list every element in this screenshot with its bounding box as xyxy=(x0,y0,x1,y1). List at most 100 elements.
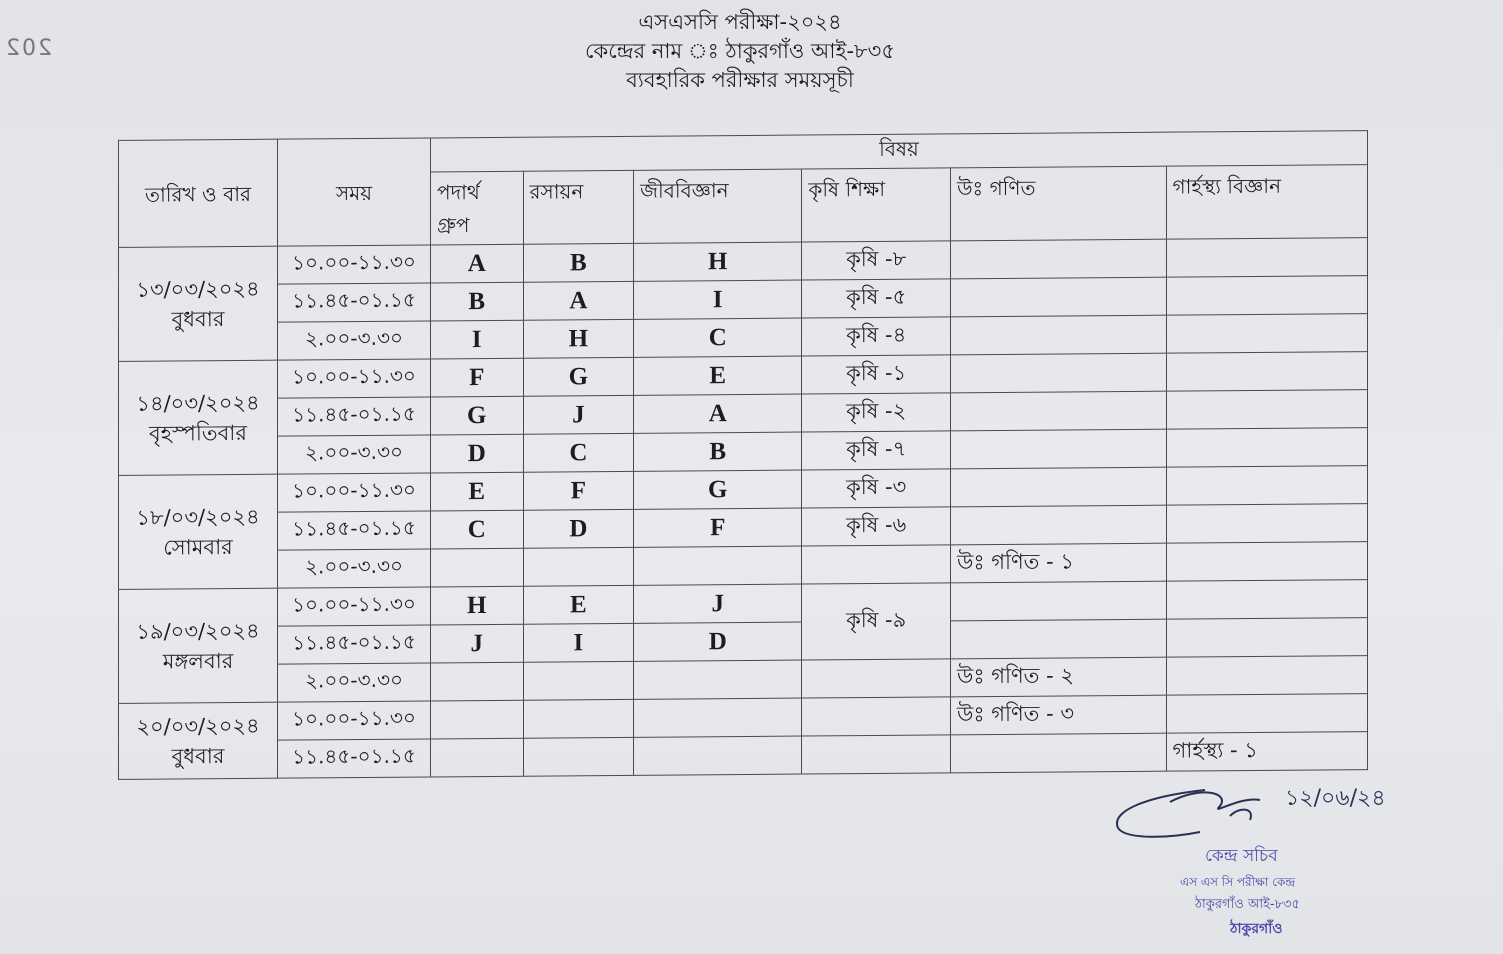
subject-name: গার্হস্থ্য বিজ্ঞান xyxy=(1172,173,1282,199)
subject-cell: B xyxy=(430,282,524,321)
subject-cell xyxy=(430,662,524,701)
subject-name: জীববিজ্ঞান xyxy=(640,178,729,203)
subject-cell xyxy=(633,546,802,586)
bleed-through-text: 202 xyxy=(4,36,52,61)
subject-cell: G xyxy=(633,470,802,510)
subject-cell: J xyxy=(523,395,634,435)
time-cell: ১১.৪৫-০১.১৫ xyxy=(277,396,431,437)
subject-cell xyxy=(801,544,951,585)
subject-cell xyxy=(801,734,951,775)
subject-cell: A xyxy=(633,394,802,434)
header-subject-4: উঃ গণিত xyxy=(950,166,1166,241)
subject-cell: D xyxy=(633,622,802,662)
subject-cell: B xyxy=(523,243,634,283)
center-name: কেন্দ্রের নাম ঃ ঠাকুরগাঁও আই-৮৩৫ xyxy=(585,39,895,63)
subject-cell: J xyxy=(430,624,524,663)
subject-cell: E xyxy=(430,472,524,511)
time-cell: ১০.০০-১১.৩০ xyxy=(277,244,431,285)
subject-cell: কৃষি -২ xyxy=(801,392,951,433)
subject-cell xyxy=(1166,313,1368,354)
subject-name: পদার্থ xyxy=(437,180,480,205)
header-date-day: তারিখ ও বার xyxy=(118,139,278,248)
time-cell: ২.০০-৩.৩০ xyxy=(277,662,431,703)
subject-cell xyxy=(801,658,951,699)
subject-cell xyxy=(633,660,802,700)
subject-cell: কৃষি -৪ xyxy=(801,316,951,357)
header-subject-5: গার্হস্থ্য বিজ্ঞান xyxy=(1166,164,1368,240)
date-day-cell: ২০/০৩/২০২৪ বুধবার xyxy=(118,702,278,780)
subject-cell xyxy=(1166,655,1368,696)
subject-cell: A xyxy=(523,281,634,321)
subject-cell: উঃ গণিত - ১ xyxy=(950,543,1166,583)
weekday: মঙ্গলবার xyxy=(162,648,234,674)
time-cell: ১১.৪৫-০১.১৫ xyxy=(277,624,431,665)
date-day-cell: ১৯/০৩/২০২৪ মঙ্গলবার xyxy=(118,588,278,704)
subject-cell xyxy=(801,696,951,737)
subject-cell: কৃষি -৯ xyxy=(801,582,951,661)
subject-cell: F xyxy=(430,358,524,397)
weekday: বুধবার xyxy=(171,306,225,331)
subject-cell: কৃষি -৫ xyxy=(801,278,951,319)
header-subject-2: জীববিজ্ঞান xyxy=(633,169,802,244)
signature-stamp: ১২/০৬/২৪ কেন্দ্র সচিব এস এস সি পরীক্ষা ক… xyxy=(1110,782,1386,954)
subject-cell: I xyxy=(523,623,634,663)
group-label: গ্রুপ xyxy=(437,213,470,238)
time-cell: ১১.৪৫-০১.১৫ xyxy=(277,510,431,551)
stamp-line3: ঠাকুরগাঁও আই-৮৩৫ xyxy=(1195,897,1300,912)
time-cell: ২.০০-৩.৩০ xyxy=(277,548,431,589)
subject-cell xyxy=(950,429,1166,469)
subject-cell xyxy=(430,738,524,777)
subject-cell xyxy=(430,700,524,739)
subject-cell: H xyxy=(633,242,802,282)
subject-cell xyxy=(950,467,1166,507)
stamp-line4: ঠাকুরগাঁও xyxy=(1230,921,1283,937)
subject-cell: J xyxy=(633,584,802,624)
subject-cell: B xyxy=(633,432,802,472)
subject-cell xyxy=(1166,541,1368,582)
header-subject-3: কৃষি শিক্ষা xyxy=(801,167,951,243)
time-cell: ১০.০০-১১.৩০ xyxy=(277,586,431,627)
subject-cell: H xyxy=(523,319,634,359)
subject-cell xyxy=(1166,579,1368,620)
subject-cell: কৃষি -৮ xyxy=(801,240,951,281)
subject-cell: উঃ গণিত - ২ xyxy=(950,657,1166,697)
subject-cell xyxy=(523,547,634,587)
subject-cell: উঃ গণিত - ৩ xyxy=(950,695,1166,735)
date: ১৮/০৩/২০২৪ xyxy=(136,504,260,530)
subject-cell: H xyxy=(430,586,524,625)
document-header: এসএসসি পরীক্ষা-২০২৪ কেন্দ্রের নাম ঃ ঠাকু… xyxy=(540,8,940,95)
subject-cell xyxy=(950,239,1166,279)
subject-cell xyxy=(950,391,1166,431)
subject-cell xyxy=(633,698,802,738)
subject-cell xyxy=(523,661,634,701)
subject-name: রসায়ন xyxy=(529,179,584,204)
date: ১৪/০৩/২০২৪ xyxy=(136,390,260,416)
subject-cell: D xyxy=(523,509,634,549)
subject-cell xyxy=(633,736,802,776)
subject-cell xyxy=(1166,427,1368,468)
subject-cell: G xyxy=(430,396,524,435)
time-cell: ২.০০-৩.৩০ xyxy=(277,434,431,475)
time-cell: ১০.০০-১১.৩০ xyxy=(277,472,431,513)
subject-cell xyxy=(1166,351,1368,392)
subject-cell: I xyxy=(633,280,802,320)
time-cell: ১১.৪৫-০১.১৫ xyxy=(277,738,431,779)
date: ১৩/০৩/২০২৪ xyxy=(136,276,260,302)
subject-cell: C xyxy=(523,433,634,473)
subject-cell: কৃষি -৬ xyxy=(801,506,951,547)
time-cell: ২.০০-৩.৩০ xyxy=(277,320,431,361)
subject-cell xyxy=(1166,617,1368,658)
subject-cell: D xyxy=(430,434,524,473)
subject-cell: F xyxy=(633,508,802,548)
subject-cell: I xyxy=(430,320,524,359)
subject-cell: C xyxy=(430,510,524,549)
time-cell: ১১.৪৫-০১.১৫ xyxy=(277,282,431,323)
stamp-line1: কেন্দ্র সচিব xyxy=(1205,846,1278,866)
signature-date: ১২/০৬/২৪ xyxy=(1285,786,1386,811)
subject-cell xyxy=(950,619,1166,659)
subject-cell xyxy=(950,733,1166,773)
date-day-cell: ১৪/০৩/২০২৪ বৃহস্পতিবার xyxy=(118,360,278,476)
weekday: সোমবার xyxy=(163,534,233,560)
subject-cell: C xyxy=(633,318,802,358)
